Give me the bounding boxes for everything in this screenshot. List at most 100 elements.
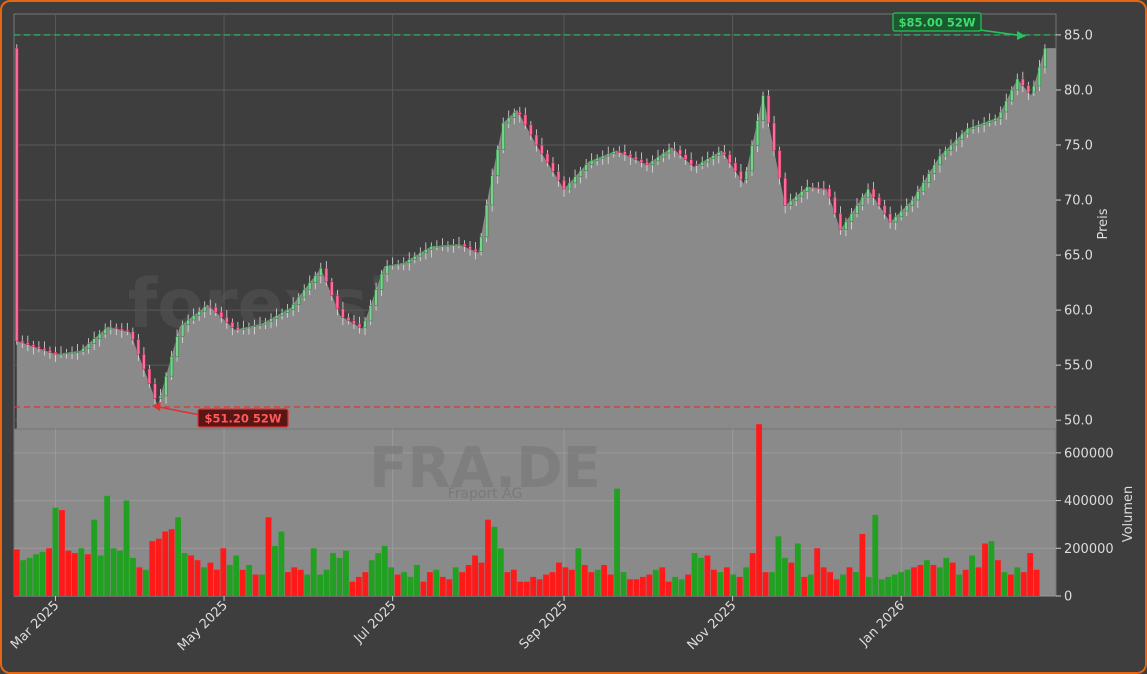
volume-bar [614,488,620,596]
low-arrow [153,405,201,416]
candle-body [595,157,599,161]
candle-body [429,246,434,250]
volume-bar [620,572,627,596]
candle-body [479,236,483,252]
candle-body [236,327,240,330]
volume-bar [46,548,52,596]
candle-body [291,304,295,310]
candle-body [910,199,914,206]
candle-body [31,344,35,347]
candle-body [750,145,754,172]
volume-tick-label: 600000 [1064,446,1114,461]
volume-bar [433,569,440,596]
candle-body [75,350,80,353]
candle-body [413,255,417,260]
volume-bar [517,581,524,596]
candle-body [64,352,69,355]
candle-body [877,197,881,206]
candle-body [302,289,306,298]
volume-bar [239,569,246,596]
volume-bar [194,560,201,596]
candle-body [849,213,854,222]
volume-bar [568,569,575,596]
candle-body [982,122,986,125]
candle-body [932,164,937,174]
high-arrow [979,29,1025,37]
candle-body [755,120,760,147]
candle-body [783,177,787,206]
volume-bar [982,543,988,596]
candle-body [567,182,572,190]
candle-body [529,124,533,136]
candle-body [252,325,257,327]
candle-body [617,151,621,154]
candle-body [37,346,41,349]
volume-bar [175,517,182,596]
candle-body [722,151,726,155]
candle-body [661,152,666,158]
high-annotation-box [892,12,982,32]
candle-body [706,158,710,163]
candle-body [473,248,478,252]
volume-bar [898,572,905,596]
volume-bar [220,548,227,596]
candle-body [435,245,439,248]
volume-bar [91,519,98,596]
candle-body [313,275,317,283]
volume-bar [814,548,821,596]
candle-body [374,289,378,306]
volume-bar [930,564,937,596]
candle-body [606,153,610,157]
volume-bar [401,572,407,596]
candle-body [462,243,467,247]
candle-body [650,160,655,166]
candle-body [1043,47,1047,68]
x-tick-label: May 2025 [175,598,231,654]
candle-body [512,112,516,118]
candle-body [180,324,185,337]
high-annotation-label: $85.00 52W [898,16,975,30]
volume-bar [110,548,117,596]
candle-body [15,47,19,342]
candle-body [26,342,30,345]
volume-bar [246,564,253,596]
volume-bar [601,564,608,596]
volume-bar [465,564,472,596]
candle-body [368,305,373,322]
x-axis: Mar 2025 May 2025 Jul 2025 Sep 2025 Nov 2025… [8,596,908,654]
candle-body [562,179,566,190]
volume-bar [691,553,698,596]
candle-body [186,319,190,325]
volume-bar [698,557,704,596]
candle-body [971,126,975,129]
candle-body [667,148,671,154]
volume-bar [201,567,207,596]
candle-body [203,306,207,312]
candle-body [120,328,124,331]
candle-body [905,205,909,212]
volume-bar [330,553,336,596]
candle-body [136,339,141,355]
candle-body [833,196,837,214]
candle-body [700,161,704,166]
x-tick-label: Jan 2026 [856,598,908,650]
candle-body [48,350,52,353]
volume-bar [943,557,950,596]
volume-bar [652,569,659,596]
volume-bar [975,567,982,596]
candle-body [556,171,561,181]
candle-body [612,151,616,155]
volume-axis-label: Volumen [1121,486,1136,543]
candle-body [822,187,826,190]
candle-body [993,118,997,121]
candle-body [656,156,660,162]
company-watermark: Fraport AG [448,486,523,502]
candle-body [761,95,765,121]
candle-body [468,246,472,250]
volume-bar [788,562,795,596]
price-tick-label: 65.0 [1064,249,1093,264]
candle-body [192,315,196,321]
price-tick-label: 75.0 [1064,138,1093,153]
volume-bar [168,529,175,596]
x-tick-label: Jul 2025 [351,598,400,647]
